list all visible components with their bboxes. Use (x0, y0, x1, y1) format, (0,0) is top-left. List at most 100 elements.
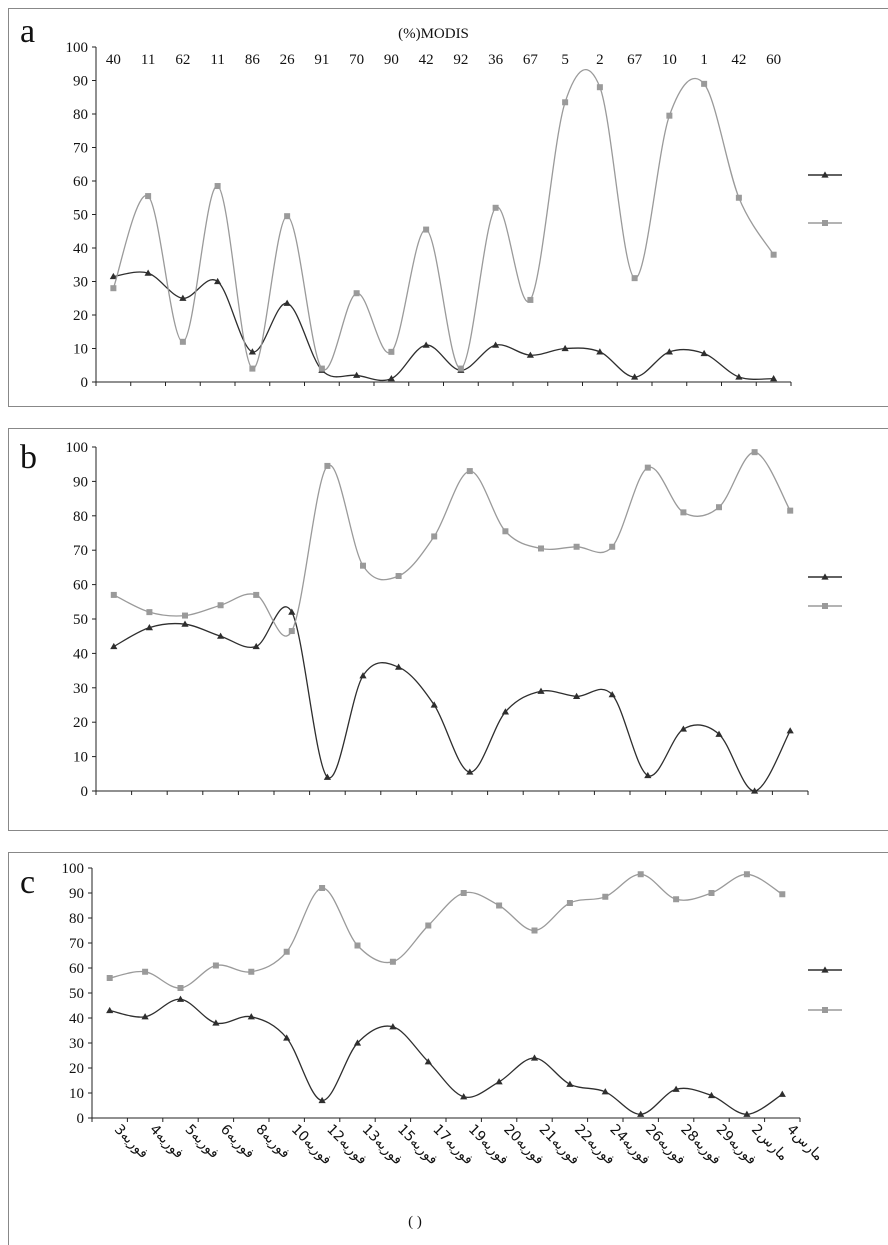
data-point-square (217, 602, 224, 609)
y-tick-label: 30 (73, 275, 88, 291)
data-point-square (538, 545, 544, 552)
data-point-square (249, 365, 256, 372)
panel-label: b (20, 439, 37, 476)
top-tick-label: 11 (210, 52, 224, 68)
data-point-triangle (109, 272, 117, 280)
data-point-square (288, 628, 295, 635)
x-tick-label: 4فوریه (146, 1122, 186, 1162)
data-point-triangle (644, 771, 652, 779)
data-point-square (602, 893, 609, 900)
data-point-square (637, 871, 644, 878)
y-tick-label: 70 (73, 141, 88, 157)
data-point-square (177, 985, 184, 991)
y-tick-label: 60 (69, 961, 84, 977)
y-tick-label: 40 (69, 1011, 84, 1027)
data-point-triangle (700, 349, 708, 357)
data-point-triangle (492, 341, 500, 348)
y-tick-label: 0 (77, 1111, 85, 1127)
data-point-triangle (176, 995, 185, 1002)
data-point-square (146, 609, 153, 616)
top-tick-label: 92 (453, 52, 468, 68)
series-line-1 (113, 606, 791, 792)
data-point-square (460, 890, 467, 896)
panel-label: a (20, 13, 35, 50)
data-point-square (388, 348, 395, 355)
x-tick-label: 8فوریه (252, 1122, 292, 1162)
top-tick-label: 42 (419, 52, 434, 68)
top-tick-label: 86 (245, 52, 261, 68)
data-point-triangle (707, 1091, 716, 1099)
legend-marker-square (822, 1007, 828, 1013)
data-point-square (716, 504, 722, 511)
data-point-triangle (665, 348, 673, 355)
y-tick-label: 90 (73, 74, 88, 90)
chart-panel-b: b 0 10 20 30 40 50 60 70 80 90 100 (8, 428, 888, 831)
data-point-triangle (395, 663, 403, 670)
y-tick-label: 20 (73, 308, 88, 324)
data-point-square (179, 338, 186, 345)
y-tick-label: 60 (73, 174, 88, 190)
data-point-triangle (181, 620, 189, 627)
data-point-triangle (573, 692, 581, 699)
series-line-2 (112, 69, 775, 371)
data-point-triangle (283, 1034, 291, 1041)
data-point-triangle (495, 1078, 503, 1085)
y-tick-label: 50 (69, 986, 84, 1002)
top-tick-label: 60 (766, 52, 781, 68)
data-point-triangle (786, 727, 794, 734)
data-point-triangle (501, 708, 509, 715)
data-point-square (324, 462, 331, 469)
panel-label: c (20, 864, 35, 901)
data-point-square (431, 533, 438, 540)
data-point-triangle (424, 1058, 432, 1065)
data-point-triangle (248, 348, 256, 355)
data-point-square (573, 543, 580, 550)
data-point-triangle (387, 375, 395, 382)
y-tick-label: 70 (69, 936, 84, 952)
top-tick-label: 2 (596, 52, 604, 68)
data-point-triangle (145, 624, 153, 631)
data-point-square (106, 975, 113, 981)
data-point-square (787, 507, 794, 514)
top-tick-label: 1 (700, 52, 708, 68)
data-point-triangle (359, 672, 367, 679)
data-point-square (389, 958, 396, 965)
data-point-triangle (526, 351, 534, 358)
y-tick-label: 90 (69, 886, 84, 902)
data-point-triangle (422, 341, 430, 348)
data-point-triangle (743, 1110, 751, 1117)
top-tick-label: 90 (384, 52, 399, 68)
y-tick-label: 70 (73, 543, 88, 559)
data-point-square (701, 80, 708, 87)
data-point-square (531, 927, 538, 934)
data-point-square (680, 509, 687, 516)
x-tick-label: 6فوریه (217, 1122, 257, 1162)
data-point-triangle (770, 375, 778, 382)
data-point-square (562, 99, 569, 106)
panel-frame (8, 852, 888, 1245)
top-tick-label: 62 (175, 52, 190, 68)
data-point-square (284, 213, 291, 220)
data-point-square (751, 449, 758, 456)
y-tick-label: 40 (73, 241, 88, 257)
data-point-square (360, 562, 366, 569)
data-point-square (566, 900, 573, 906)
y-tick-label: 30 (69, 1036, 84, 1052)
data-point-triangle (537, 687, 545, 694)
data-point-triangle (530, 1054, 539, 1061)
data-point-triangle (353, 1039, 362, 1046)
data-point-triangle (596, 348, 604, 355)
data-point-triangle (106, 1006, 114, 1014)
data-point-triangle (637, 1110, 645, 1117)
data-point-triangle (323, 773, 331, 780)
data-point-triangle (561, 344, 569, 352)
y-tick-label: 50 (73, 208, 88, 224)
data-point-triangle (214, 277, 222, 285)
data-point-triangle (353, 371, 361, 378)
data-point-triangle (679, 725, 687, 732)
data-point-square (110, 591, 117, 598)
y-tick-label: 20 (69, 1061, 84, 1077)
data-point-square (596, 84, 603, 91)
y-tick-label: 80 (73, 107, 88, 123)
